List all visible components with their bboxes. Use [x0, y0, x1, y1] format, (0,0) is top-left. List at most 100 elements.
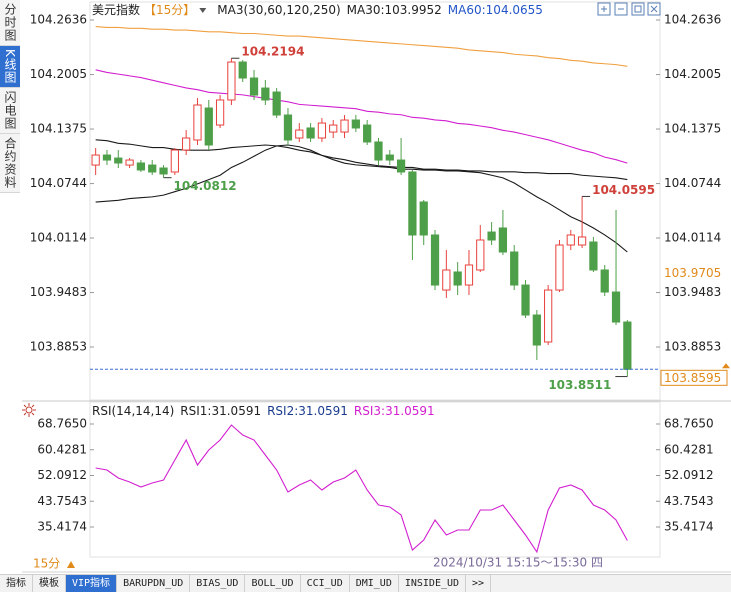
y-tick-label-right: 43.7543 [664, 494, 714, 508]
candle-body [510, 251, 519, 286]
y-tick-label-right: 104.0744 [664, 176, 721, 190]
sidebar-tab[interactable]: K线图 [0, 46, 20, 88]
y-tick-label: 104.0114 [30, 231, 87, 245]
period-arrow[interactable] [67, 561, 75, 568]
candle-body [261, 87, 270, 101]
toolbar-tab[interactable]: 模板 [33, 575, 66, 592]
candle-body [182, 137, 191, 151]
legend-entry: RSI3:31.0591 [354, 404, 435, 418]
candle-body [295, 129, 304, 139]
price-arrow [722, 363, 730, 369]
period-label[interactable]: 【15分】 [144, 3, 195, 17]
candle-body [283, 114, 293, 141]
chart: 美元指数 【15分】 MA3(30,60,120,250) MA30:103.9952… [22, 1, 731, 573]
candle-body [227, 61, 236, 101]
candle-body [464, 264, 474, 286]
candle-body [363, 124, 372, 143]
candle-body [159, 167, 168, 175]
candle-body [91, 154, 100, 166]
annotation-label: 104.0812 [174, 179, 237, 193]
candle-body [272, 91, 281, 116]
y-tick-label-right: 68.7650 [664, 416, 714, 430]
instrument-name: 美元指数 [92, 2, 140, 17]
candle-body [408, 171, 417, 236]
sidebar-tab[interactable]: 合约资料 [0, 133, 20, 193]
candle-body [487, 231, 496, 241]
sidebar-tab[interactable]: 分时图 [0, 0, 20, 46]
candle-body [396, 159, 406, 173]
icon-button[interactable] [614, 2, 628, 16]
candle-body [204, 107, 213, 146]
y-tick-label: 68.7650 [37, 416, 87, 430]
toolbar-tab[interactable]: >> [466, 575, 492, 592]
sidebar: 分时图 K线图 闪电图 合约资料 [0, 0, 20, 193]
candle-body [125, 159, 134, 166]
candle-body [476, 239, 485, 271]
candle-body [170, 149, 179, 173]
ma-line [95, 144, 628, 253]
candle-body [306, 127, 315, 139]
toolbar: 指标 模板 VIP指标 BARUPDN_UD BIAS_UD BOLL_UD CCI_UD D… [0, 574, 731, 592]
toolbar-tab[interactable]: DMI_UD [350, 575, 399, 592]
rsi-header: RSI(14,14,14) RSI1:31.0591 RSI2:31.0591 RSI… [92, 404, 435, 418]
candle-body [385, 154, 394, 161]
candle-body [600, 269, 609, 293]
annotation-label: 103.8511 [548, 378, 611, 392]
legend-entry: RSI2:31.0591 [267, 404, 348, 418]
candle-body [114, 157, 123, 164]
toolbar-tab[interactable]: INSIDE_UD [399, 575, 467, 592]
candle-body [589, 241, 598, 271]
rsi-title: RSI(14,14,14) [92, 404, 174, 418]
y-tick-label-right: 104.2636 [664, 13, 721, 27]
candle-body [329, 124, 338, 133]
y-tick-label-right: 52.0912 [664, 468, 714, 482]
y-tick-label-right: 60.4281 [664, 442, 714, 456]
annotation-label: 104.0595 [592, 183, 655, 197]
toolbar-icons [597, 2, 661, 16]
y-tick-label-right: 104.1375 [664, 122, 721, 136]
y-tick-label: 103.9483 [30, 285, 87, 299]
annotation-label: 104.2194 [241, 45, 304, 59]
candle-body [566, 234, 575, 246]
period-button[interactable]: 15分 [33, 557, 60, 571]
candle-body [102, 154, 112, 161]
toolbar-tab[interactable]: BOLL_UD [245, 575, 301, 592]
dropdown-icon[interactable] [199, 8, 207, 13]
icon-button[interactable] [647, 2, 661, 16]
toolbar-tab[interactable]: CCI_UD [301, 575, 350, 592]
icon-button[interactable] [597, 2, 611, 16]
ma-line [95, 26, 628, 67]
candle-body [498, 227, 508, 253]
candle-body [148, 164, 157, 173]
candle-body [555, 244, 564, 291]
toolbar-tab[interactable]: VIP指标 [66, 575, 118, 592]
toolbar-tab[interactable]: 指标 [0, 575, 33, 592]
candle-body [611, 291, 621, 323]
y-tick-label: 104.2636 [30, 13, 87, 27]
y-tick-label-right: 104.2005 [664, 67, 721, 81]
y-tick-label-right: 35.4174 [664, 520, 714, 534]
sidebar-tab[interactable]: 闪电图 [0, 87, 20, 134]
rsi-line [95, 424, 628, 554]
main-frame [89, 1, 661, 401]
candle-body [215, 99, 225, 126]
candle-body [340, 119, 349, 133]
legend-entry: MA3(30,60,120,250) [217, 3, 340, 17]
candle-body [351, 119, 360, 129]
y-tick-label: 43.7543 [37, 494, 87, 508]
toolbar-tab[interactable]: BARUPDN_UD [117, 575, 191, 592]
y-tick-label: 104.2005 [30, 67, 87, 81]
candle-body [136, 162, 146, 171]
settings-icon[interactable] [22, 403, 36, 417]
legend-entry: MA60:104.0655 [448, 3, 543, 17]
candle-body [623, 321, 632, 370]
y-tick-label: 103.8853 [30, 340, 87, 354]
y-tick-label-right: 103.9483 [664, 285, 721, 299]
icon-button[interactable] [631, 2, 645, 16]
y-tick-label-right: 104.0114 [664, 231, 721, 245]
reference-price-bg [661, 266, 727, 281]
y-tick-label: 60.4281 [37, 442, 87, 456]
y-tick-label: 52.0912 [37, 468, 87, 482]
toolbar-tab[interactable]: BIAS_UD [190, 575, 246, 592]
